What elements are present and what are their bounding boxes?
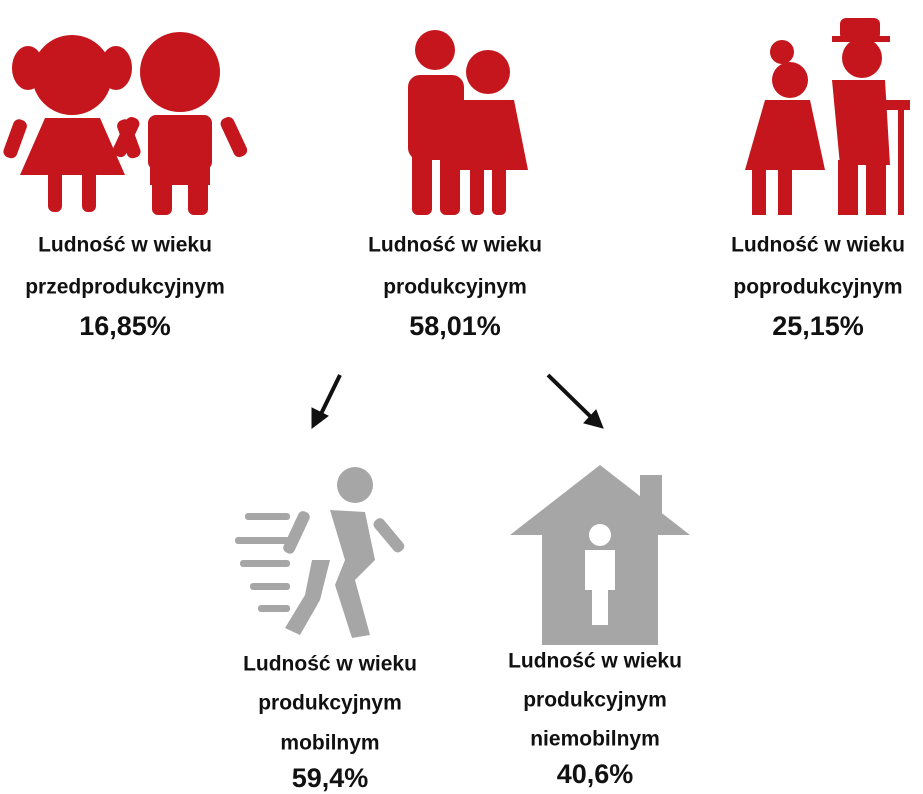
group-label: niemobilnym [530, 728, 660, 751]
group-label: produkcyjnym [383, 276, 527, 299]
labels: Ludność w wieku przedprodukcyjnym 16,85% Lu… [25, 234, 905, 794]
group-label: produkcyjnym [258, 692, 402, 715]
group-value: 58,01% [409, 311, 501, 341]
group-label: mobilnym [280, 732, 379, 755]
group-label: Ludność w wieku [368, 234, 542, 257]
group-label: Ludność w wieku [38, 234, 212, 257]
group-label: poprodukcyjnym [733, 276, 902, 299]
group-value: 40,6% [557, 759, 634, 789]
adults-icon [408, 30, 528, 215]
group-label: przedprodukcyjnym [25, 276, 225, 299]
group-label: Ludność w wieku [243, 653, 417, 676]
group-label: Ludność w wieku [731, 234, 905, 257]
group-label: Ludność w wieku [508, 650, 682, 673]
house-icon [510, 465, 690, 645]
children-icon [3, 32, 248, 215]
runner-icon [235, 467, 405, 638]
seniors-icon [745, 18, 910, 215]
group-value: 59,4% [292, 763, 369, 793]
group-value: 16,85% [79, 311, 171, 341]
group-label: produkcyjnym [523, 689, 667, 712]
arrows [311, 373, 604, 429]
group-value: 25,15% [772, 311, 864, 341]
